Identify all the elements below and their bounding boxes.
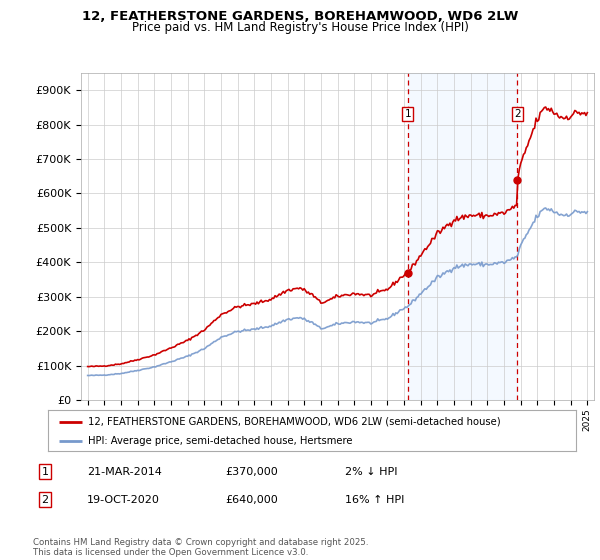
Text: 16% ↑ HPI: 16% ↑ HPI (345, 494, 404, 505)
Text: Contains HM Land Registry data © Crown copyright and database right 2025.
This d: Contains HM Land Registry data © Crown c… (33, 538, 368, 557)
Text: 2% ↓ HPI: 2% ↓ HPI (345, 466, 398, 477)
Text: Price paid vs. HM Land Registry's House Price Index (HPI): Price paid vs. HM Land Registry's House … (131, 21, 469, 34)
Text: 19-OCT-2020: 19-OCT-2020 (87, 494, 160, 505)
Text: HPI: Average price, semi-detached house, Hertsmere: HPI: Average price, semi-detached house,… (88, 436, 352, 446)
Bar (408, 73, 517, 400)
Text: £370,000: £370,000 (225, 466, 278, 477)
Text: 1: 1 (41, 466, 49, 477)
Text: 21-MAR-2014: 21-MAR-2014 (87, 466, 162, 477)
Text: 12, FEATHERSTONE GARDENS, BOREHAMWOOD, WD6 2LW: 12, FEATHERSTONE GARDENS, BOREHAMWOOD, W… (82, 10, 518, 22)
Text: £640,000: £640,000 (225, 494, 278, 505)
Text: 12, FEATHERSTONE GARDENS, BOREHAMWOOD, WD6 2LW (semi-detached house): 12, FEATHERSTONE GARDENS, BOREHAMWOOD, W… (88, 417, 500, 427)
Text: 2: 2 (514, 109, 521, 119)
Text: 1: 1 (404, 109, 411, 119)
Text: 2: 2 (41, 494, 49, 505)
